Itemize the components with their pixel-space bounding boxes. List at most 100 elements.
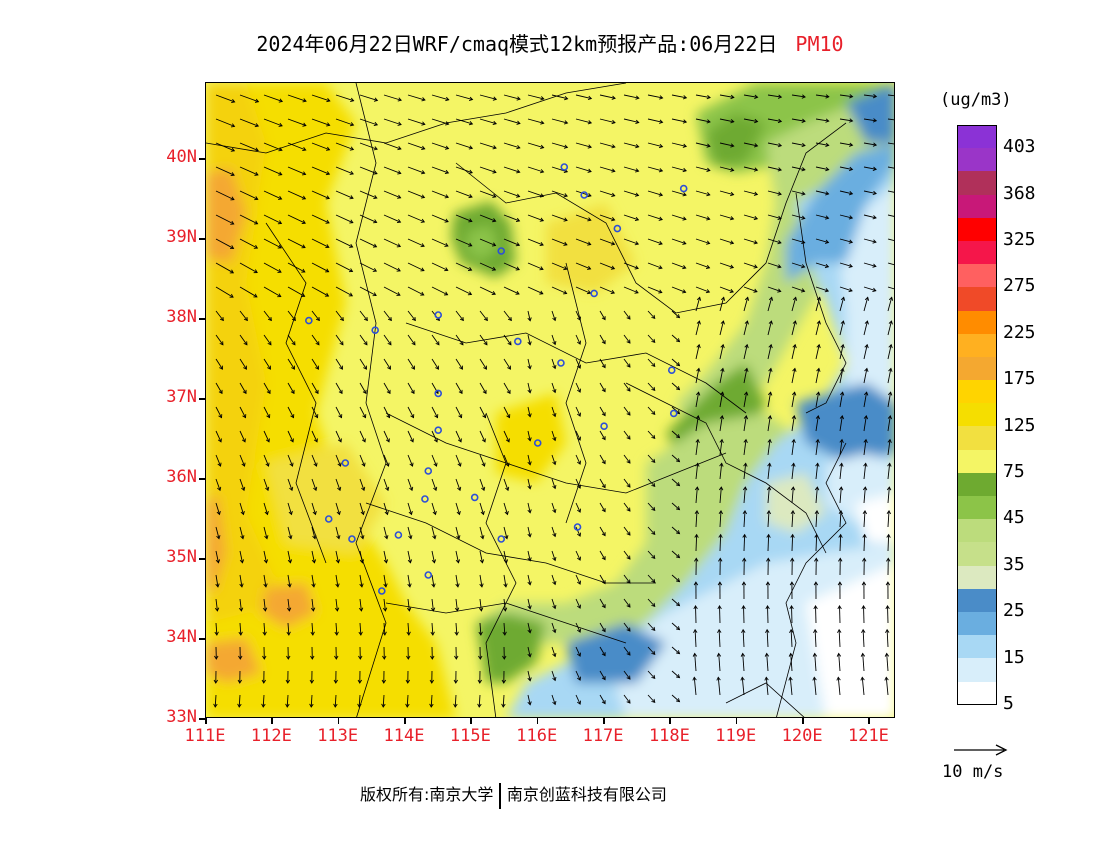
wind-arrow-head [872,94,878,99]
wind-arrow-head [373,219,378,224]
copyright-line: 版权所有:南京大学 南京创蓝科技有限公司 [360,781,667,809]
lon-label: 115E [449,726,491,746]
wind-arrow [647,118,663,123]
wind-arrow [239,406,246,418]
wind-arrow-head [430,655,435,660]
wind-arrow [838,629,841,648]
wind-arrow-head [634,289,639,294]
wind-arrow [551,406,556,417]
wind-arrow-head [675,650,681,655]
wind-arrow [695,487,698,504]
wind-arrow [599,238,615,245]
wind-arrow-head [254,98,260,103]
wind-arrow-head [740,676,745,681]
wind-arrow-head [361,462,366,467]
wind-arrow-head [254,147,259,152]
wind-arrow-head [730,167,735,172]
wind-arrow-head [693,628,698,634]
wind-arrow-head [468,145,474,150]
wind-arrow [503,526,508,539]
wind-arrow [599,286,615,294]
wind-arrow-head [411,365,415,370]
wind-arrow-head [230,147,236,152]
wind-arrow-head [577,604,582,609]
wind-arrow [671,382,680,390]
wind-arrow-head [429,703,434,708]
wind-arrow-head [229,269,235,274]
wind-arrow [383,214,401,223]
wind-arrow-head [741,581,747,586]
wind-arrow-head [358,655,363,660]
wind-arrow [887,190,894,193]
wind-arrow-head [658,265,663,270]
wind-arrow-head [610,265,616,270]
wind-arrow-head [626,387,631,392]
wind-arrow-head [815,438,820,444]
wind-arrow [813,677,817,696]
wind-arrow [599,262,615,270]
wind-arrow-head [837,628,842,634]
colorbar-label: 45 [1003,507,1025,529]
wind-arrow [359,310,368,321]
wind-arrow-head [601,412,606,417]
wind-arrow [599,502,606,512]
wind-arrow [479,526,484,539]
wind-arrow [815,415,819,432]
wind-arrow-head [382,607,388,612]
wind-arrow [431,550,435,563]
wind-arrow [719,439,723,456]
wind-arrow [311,190,330,199]
wind-arrow-head [816,343,821,349]
city-marker [421,495,429,503]
wind-arrow [527,310,531,321]
wind-arrow-head [563,120,569,125]
wind-arrow-head [468,169,473,174]
wind-arrow [886,653,889,672]
wind-arrow [551,190,568,197]
wind-arrow-head [325,171,331,176]
wind-arrow [647,334,656,343]
wind-arrow-head [801,215,806,220]
colorbar-bin [957,264,997,288]
wind-arrow-head [716,676,721,681]
wind-arrow-head [682,143,688,148]
wind-arrow-head [888,296,894,301]
wind-arrow-head [706,240,711,245]
wind-arrow [623,166,639,172]
wind-arrow-head [816,367,821,372]
wind-arrow [214,694,217,708]
wind-arrow [623,478,631,488]
wind-arrow [719,238,734,244]
wind-arrow-head [764,652,770,657]
wind-arrow-head [552,628,557,634]
wind-arrow-head [741,628,746,634]
wind-arrow [479,310,488,321]
lon-tick [205,718,207,724]
wind-arrow [671,694,680,702]
wind-arrow [767,368,772,384]
wind-arrow [263,142,283,151]
wind-arrow [695,415,699,432]
wind-arrow [719,262,734,269]
wind-arrow [383,310,392,321]
wind-arrow-head [357,679,363,684]
wind-arrow-head [840,296,846,301]
wind-arrow-head [361,438,366,443]
wind-arrow-head [397,146,402,151]
wind-arrow-head [262,631,267,636]
wind-arrow [239,550,243,563]
wind-arrow-head [479,583,484,588]
wind-arrow-head [840,320,845,325]
wind-arrow-head [742,486,748,491]
colorbar-bin [957,403,997,427]
wind-arrow-head [587,217,592,222]
wind-arrow-head [492,96,498,101]
wind-arrow [767,439,771,456]
wind-arrow [287,166,306,175]
wind-arrow-head [287,583,292,588]
wind-arrow-head [675,698,681,703]
wind-arrow-head [626,531,631,536]
wind-arrow [215,142,235,152]
wind-arrow-head [505,438,510,443]
wind-arrow [455,550,459,563]
